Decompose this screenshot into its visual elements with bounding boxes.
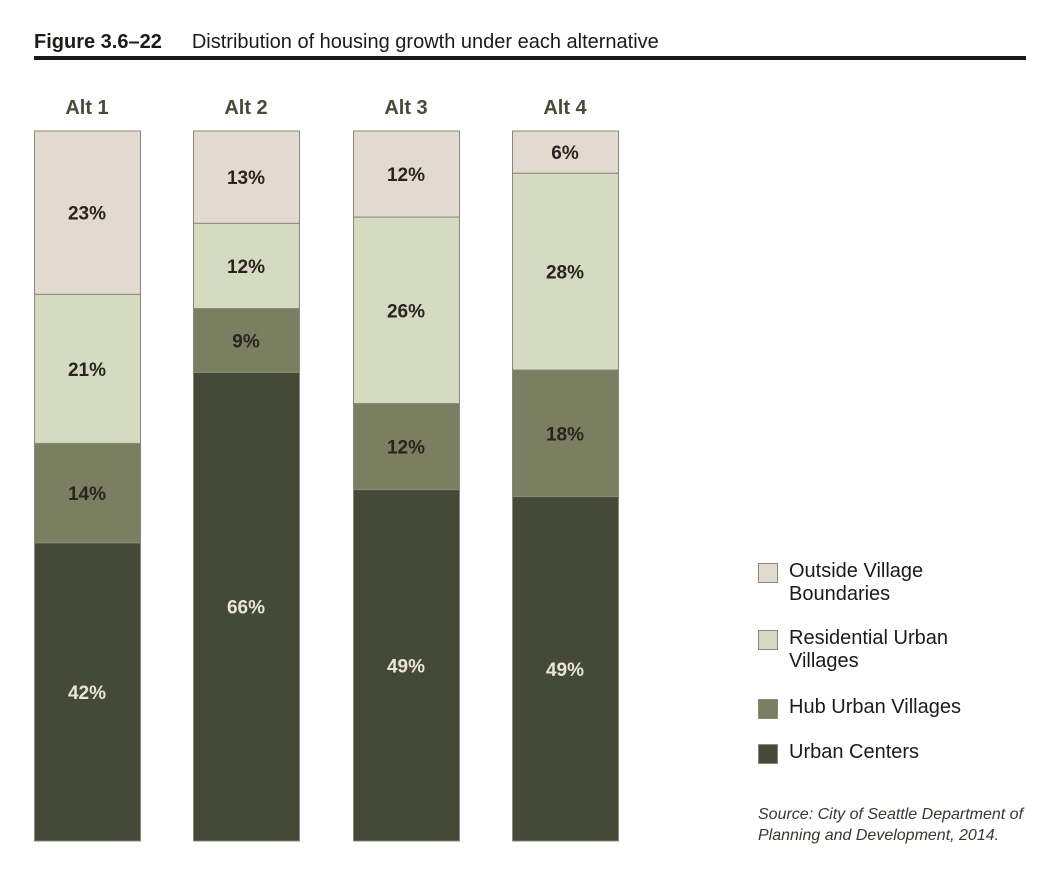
bar-segment [512,369,619,498]
source-note: Source: City of Seattle Department of Pl… [758,806,1024,844]
bar-segment [512,172,619,371]
data-label: 12% [387,165,425,186]
legend-label: Residential Urban Villages [789,627,948,672]
data-label: 6% [551,143,579,164]
data-label: 26% [387,301,425,322]
figure-number: Figure 3.6–22 [34,31,162,53]
bar-segment [193,371,300,842]
data-label: 49% [546,660,584,681]
stacked-bar-chart: Alt 1 42% 14% 21% 23% Alt 2 66% 9% 12% 13% Alt 3 49… [34,97,619,842]
legend-swatch [758,563,778,583]
data-label: 9% [232,331,260,352]
bar-segment [193,130,300,224]
data-label: 66% [227,598,265,619]
figure-caption: Distribution of housing growth under eac… [191,31,659,53]
bar-segment [34,442,141,544]
bar-segment [512,130,619,174]
data-label: 21% [68,360,106,381]
data-label: 42% [68,683,106,704]
bar-segment [193,308,300,373]
bar-segment [34,542,141,842]
category-label: Alt 3 [384,97,427,119]
data-label: 13% [227,168,265,189]
category-label: Alt 2 [224,97,267,119]
bar-segment [353,130,460,218]
data-label: 18% [546,424,584,445]
legend-swatch [758,699,778,719]
bar-segment [34,130,141,295]
bar-segment [353,403,460,491]
legend-swatch [758,744,778,764]
legend-swatch [758,630,778,650]
bar-segment [512,496,619,842]
figure-title: Figure 3.6–22 Distribution of housing gro… [34,28,1026,60]
legend-label: Hub Urban Villages [789,696,961,718]
legend-label: Urban Centers [789,741,920,763]
bar-segment [34,293,141,444]
data-label: 28% [546,263,584,284]
data-label: 14% [68,484,106,505]
legend-label: Outside Village Boundaries [789,560,924,605]
bar-segment [353,216,460,405]
bar-segment [353,489,460,842]
data-label: 49% [387,656,425,677]
data-label: 23% [68,204,106,225]
data-label: 12% [387,438,425,459]
category-label: Alt 4 [543,97,587,119]
category-label: Alt 1 [65,97,108,119]
data-label: 12% [227,257,265,278]
